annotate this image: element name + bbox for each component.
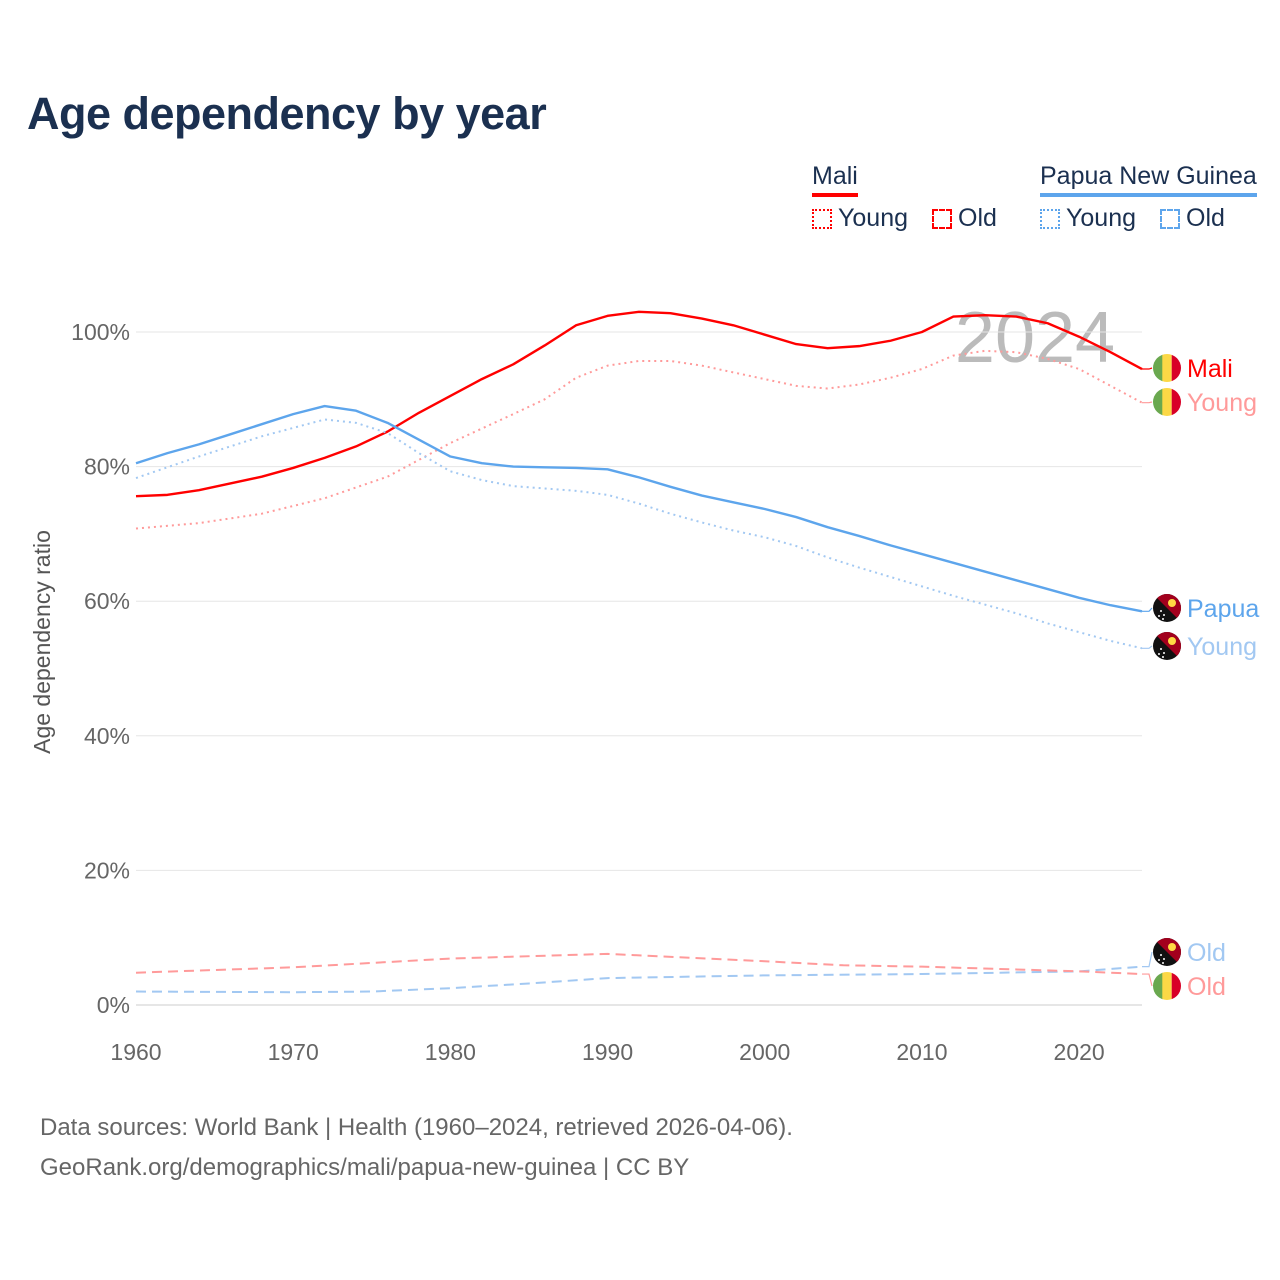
- x-tick-label: 1970: [268, 1039, 319, 1065]
- legend-mali-old[interactable]: Old: [932, 204, 997, 233]
- star: [1160, 648, 1162, 650]
- flag-stripe: [1153, 972, 1163, 1000]
- legend-label: Young: [1066, 204, 1136, 232]
- bird-of-paradise: [1168, 943, 1176, 951]
- star: [1163, 614, 1165, 616]
- series-line-papua-new-guinea: [135, 404, 1143, 613]
- star: [1158, 653, 1160, 655]
- y-tick-label: 40%: [84, 723, 130, 749]
- png-flag-icon: [1153, 938, 1181, 966]
- bird-of-paradise: [1168, 637, 1176, 645]
- flag-stripe: [1171, 388, 1181, 416]
- flag-stripe: [1153, 388, 1163, 416]
- y-tick-label: 0%: [97, 992, 130, 1018]
- dashed-swatch-icon: [1160, 208, 1180, 229]
- y-tick-label: 100%: [71, 319, 130, 345]
- label-connector: [1142, 367, 1153, 370]
- star: [1160, 954, 1162, 956]
- star: [1163, 958, 1165, 960]
- label-connector: [1142, 973, 1153, 987]
- flag-stripe: [1162, 972, 1172, 1000]
- dotted-swatch-icon: [812, 208, 832, 229]
- star: [1162, 656, 1164, 658]
- x-tick-label: 2020: [1054, 1039, 1105, 1065]
- legend-label: Old: [958, 204, 997, 232]
- x-tick-label: 1990: [582, 1039, 633, 1065]
- flag-stripe: [1162, 354, 1172, 382]
- label-connector: [1142, 607, 1153, 612]
- star: [1162, 618, 1164, 620]
- star: [1163, 652, 1165, 654]
- year-watermark: 2024: [955, 298, 1115, 378]
- legend-label: Young: [838, 204, 908, 232]
- bird-of-paradise: [1168, 599, 1176, 607]
- png-flag-icon: [1153, 594, 1181, 622]
- mali-flag-icon: [1153, 354, 1181, 382]
- end-label: Papua: [1187, 595, 1259, 623]
- end-label: Old: [1187, 939, 1226, 967]
- source-url[interactable]: GeoRank.org/demographics/mali/papua-new-…: [40, 1154, 690, 1181]
- y-tick-label: 20%: [84, 857, 130, 883]
- mali-flag-icon: [1153, 972, 1181, 1000]
- x-tick-label: 2010: [896, 1039, 947, 1065]
- label-connector: [1142, 645, 1153, 649]
- series-line-papua-new-guinea-young: [135, 418, 1143, 650]
- star: [1160, 610, 1162, 612]
- y-tick-label: 60%: [84, 588, 130, 614]
- legend-mali-young[interactable]: Young: [812, 204, 908, 233]
- mali-flag-icon: [1153, 388, 1181, 416]
- legend-label: Old: [1186, 204, 1225, 232]
- legend-png-young[interactable]: Young: [1040, 204, 1136, 233]
- x-tick-label: 1980: [425, 1039, 476, 1065]
- series-line-mali-old: [135, 952, 1143, 976]
- flag-stripe: [1171, 972, 1181, 1000]
- star: [1162, 962, 1164, 964]
- label-connector: [1142, 951, 1153, 968]
- flag-stripe: [1153, 354, 1163, 382]
- x-tick-label: 2000: [739, 1039, 790, 1065]
- end-label: Old: [1187, 973, 1226, 1001]
- end-label: Young: [1187, 633, 1257, 661]
- y-tick-label: 80%: [84, 454, 130, 480]
- end-label: Mali: [1187, 355, 1233, 383]
- series-line-papua-new-guinea-old: [135, 965, 1143, 994]
- chart-title: Age dependency by year: [27, 88, 547, 139]
- x-tick-label: 1960: [110, 1039, 161, 1065]
- legend-mali-header[interactable]: Mali: [812, 162, 858, 197]
- flag-stripe: [1171, 354, 1181, 382]
- star: [1158, 615, 1160, 617]
- end-label: Young: [1187, 389, 1257, 417]
- source-line: Data sources: World Bank | Health (1960–…: [40, 1114, 793, 1141]
- png-flag-icon: [1153, 632, 1181, 660]
- source-note: Data sources: World Bank | Health (1960–…: [40, 1108, 793, 1188]
- legend-png-header[interactable]: Papua New Guinea: [1040, 162, 1257, 197]
- star: [1158, 959, 1160, 961]
- y-axis-label: Age dependency ratio: [29, 530, 55, 754]
- dashed-swatch-icon: [932, 208, 952, 229]
- legend-png-old[interactable]: Old: [1160, 204, 1225, 233]
- flag-stripe: [1162, 388, 1172, 416]
- series-line-mali: [135, 310, 1143, 498]
- dotted-swatch-icon: [1040, 208, 1060, 229]
- label-connector: [1142, 401, 1153, 404]
